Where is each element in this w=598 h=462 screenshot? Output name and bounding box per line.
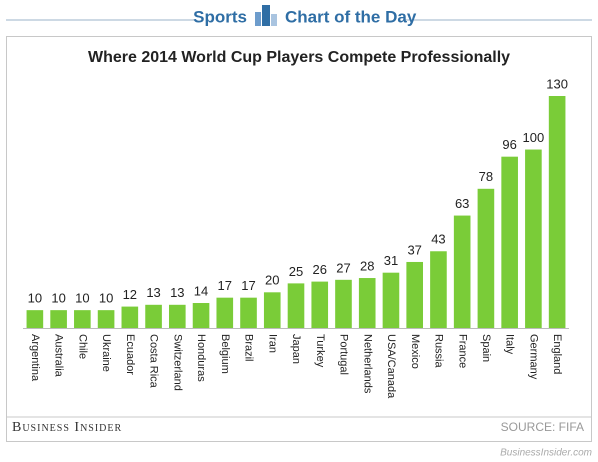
value-label: 26 bbox=[313, 262, 327, 277]
x-tick-label: Costa Rica bbox=[148, 334, 160, 389]
x-tick-label: Spain bbox=[480, 334, 492, 362]
value-label: 14 bbox=[194, 283, 208, 298]
bar bbox=[382, 272, 400, 328]
x-tick-label: Ecuador bbox=[124, 334, 136, 375]
x-tick-label: Australia bbox=[53, 334, 65, 378]
value-label: 12 bbox=[123, 287, 137, 302]
bar bbox=[525, 149, 542, 328]
bar bbox=[216, 297, 234, 328]
header-right: Chart of the Day bbox=[285, 7, 417, 26]
value-label: 130 bbox=[546, 76, 568, 91]
value-label: 63 bbox=[455, 196, 469, 211]
footer-site: BusinessInsider.com bbox=[500, 448, 592, 459]
x-tick-label: Iran bbox=[266, 334, 278, 353]
header-icon bbox=[255, 5, 277, 26]
x-tick-label: Germany bbox=[527, 334, 539, 380]
bar bbox=[287, 283, 305, 328]
x-tick-label: Portugal bbox=[338, 334, 350, 375]
bar bbox=[74, 310, 91, 328]
value-label: 13 bbox=[146, 285, 160, 300]
x-tick-label: Turkey bbox=[314, 334, 326, 368]
x-tick-label: Belgium bbox=[219, 334, 231, 374]
header-box bbox=[195, 4, 405, 34]
value-label: 10 bbox=[75, 291, 89, 306]
icon-bar bbox=[271, 14, 277, 26]
value-label: 20 bbox=[265, 273, 279, 288]
value-label: 43 bbox=[431, 232, 445, 247]
value-label: 17 bbox=[241, 278, 255, 293]
value-label: 25 bbox=[289, 264, 303, 279]
x-tick-label: Italy bbox=[504, 334, 516, 355]
x-tick-label: Mexico bbox=[409, 334, 421, 369]
bar bbox=[548, 96, 566, 328]
x-tick-label: Switzerland bbox=[171, 334, 183, 391]
bar bbox=[453, 215, 471, 328]
bar bbox=[121, 306, 139, 328]
value-label: 100 bbox=[523, 130, 545, 145]
value-label: 10 bbox=[51, 291, 65, 306]
x-tick-label: Argentina bbox=[29, 334, 41, 382]
value-label: 13 bbox=[170, 285, 184, 300]
bar bbox=[311, 281, 329, 328]
x-tick-label: Japan bbox=[290, 334, 302, 364]
bar bbox=[358, 278, 376, 328]
bar bbox=[477, 188, 495, 328]
value-label: 27 bbox=[336, 260, 350, 275]
x-tick-label: USA/Canada bbox=[385, 334, 397, 399]
header-left: Sports bbox=[193, 7, 247, 26]
x-tick-label: Russia bbox=[433, 334, 445, 369]
bar bbox=[406, 261, 424, 328]
bar bbox=[240, 297, 257, 328]
bar bbox=[430, 251, 447, 328]
bar bbox=[501, 156, 518, 328]
value-label: 10 bbox=[99, 291, 113, 306]
icon-bar bbox=[262, 5, 270, 26]
x-tick-label: Ukraine bbox=[100, 334, 112, 372]
x-tick-label: Brazil bbox=[243, 334, 255, 362]
panel-border bbox=[6, 36, 592, 442]
x-tick-label: France bbox=[456, 334, 468, 368]
value-label: 96 bbox=[502, 137, 516, 152]
bar bbox=[50, 310, 67, 328]
value-label: 17 bbox=[218, 278, 232, 293]
footer-source: SOURCE: FIFA bbox=[501, 420, 584, 434]
value-label: 37 bbox=[407, 242, 421, 257]
icon-bar bbox=[255, 12, 261, 26]
bar bbox=[26, 310, 44, 328]
x-tick-label: Honduras bbox=[195, 334, 207, 382]
value-label: 31 bbox=[384, 253, 398, 268]
chart-title: Where 2014 World Cup Players Compete Pro… bbox=[88, 49, 510, 66]
value-label: 28 bbox=[360, 258, 374, 273]
x-tick-label: England bbox=[551, 334, 563, 374]
bar bbox=[145, 304, 162, 328]
x-tick-label: Netherlands bbox=[361, 334, 373, 394]
bar bbox=[168, 304, 186, 328]
value-label: 78 bbox=[479, 169, 493, 184]
value-label: 10 bbox=[28, 291, 42, 306]
bar bbox=[335, 279, 352, 328]
x-tick-label: Chile bbox=[76, 334, 88, 359]
bar bbox=[97, 310, 115, 328]
footer-brand: Business Insider bbox=[12, 420, 122, 435]
bar bbox=[263, 292, 281, 328]
bar bbox=[192, 303, 210, 328]
